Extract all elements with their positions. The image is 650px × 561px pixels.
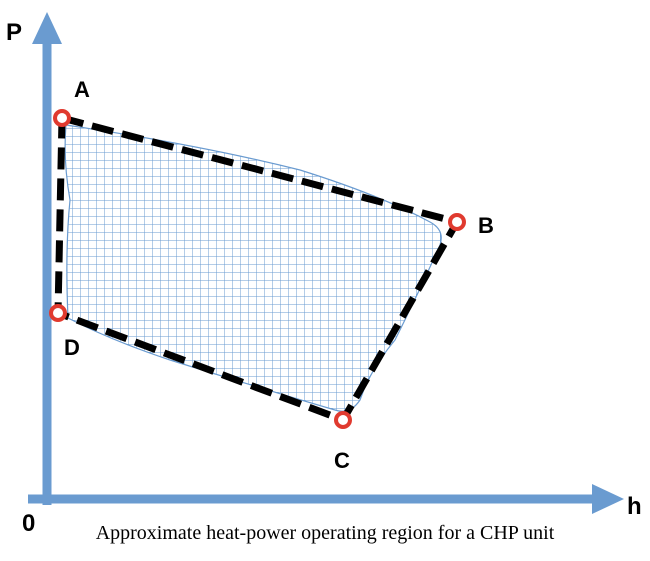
- vertex-label-c: C: [334, 448, 350, 473]
- figure-caption: Approximate heat-power operating region …: [95, 522, 555, 544]
- x-axis-arrowhead: [592, 484, 624, 514]
- vertex-marker-a: [53, 109, 71, 127]
- vertex-marker-b: [448, 213, 466, 231]
- y-axis-label: P: [6, 19, 22, 46]
- origin-label: 0: [22, 510, 35, 537]
- vertex-label-b: B: [478, 213, 494, 238]
- y-axis-arrowhead: [32, 12, 62, 44]
- vertex-label-a: A: [74, 77, 90, 102]
- x-axis-label: h: [627, 493, 642, 520]
- vertex-label-d: D: [64, 335, 80, 360]
- vertex-marker-c: [334, 411, 352, 429]
- vertex-marker-d: [49, 304, 67, 322]
